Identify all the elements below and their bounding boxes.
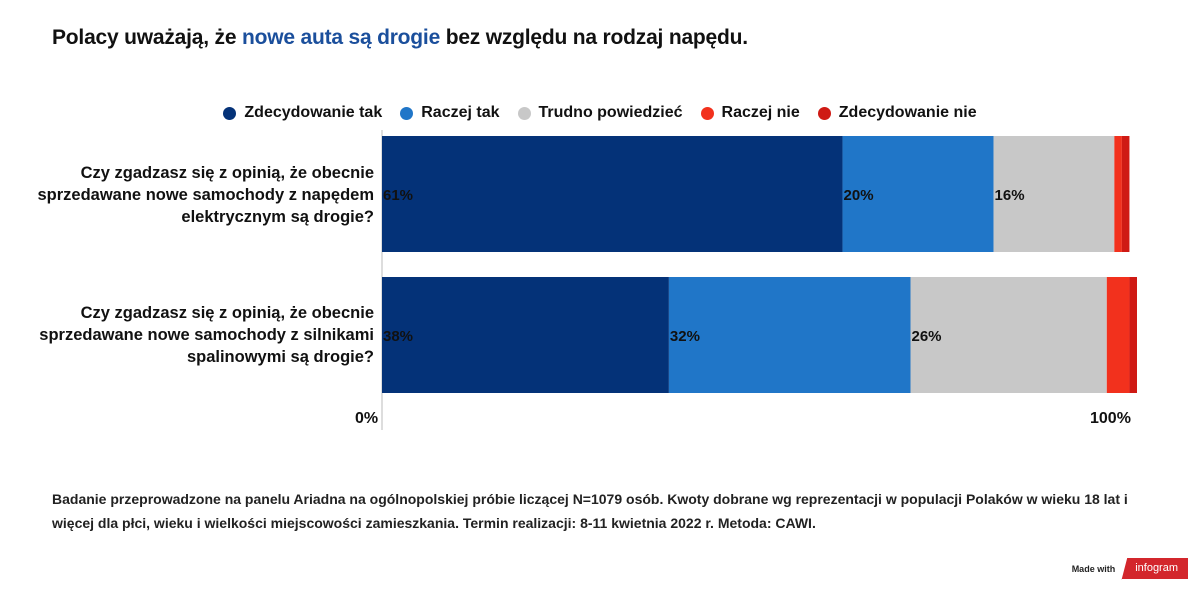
bar-segment[interactable] <box>1129 277 1137 393</box>
legend-dot <box>517 106 531 120</box>
bar-segment[interactable] <box>910 277 1107 393</box>
bar-segment[interactable] <box>993 136 1115 252</box>
bar-segment[interactable] <box>668 277 911 393</box>
legend-item: Raczej tak <box>400 104 500 122</box>
infogram-logo: infogram <box>1121 558 1188 582</box>
chart-legend: Zdecydowanie tak Raczej tak Trudno powie… <box>0 104 1200 122</box>
data-label: 20% <box>844 187 874 204</box>
title-highlight: nowe auta są drogie <box>241 26 441 49</box>
data-label: 38% <box>383 328 413 345</box>
bar-segment[interactable] <box>382 136 843 252</box>
legend-item: Zdecydowanie nie <box>817 104 977 122</box>
bar-segment[interactable] <box>382 277 669 393</box>
legend-label: Raczej tak <box>421 104 500 121</box>
bar-segment[interactable] <box>842 136 994 252</box>
data-label: 26% <box>912 328 942 345</box>
data-label: 32% <box>670 328 700 345</box>
legend-item: Trudno powiedzieć <box>517 104 683 122</box>
x-tick-0: 0% <box>355 410 379 427</box>
question-label-electric: Czy zgadzasz się z opinią, że obecnie sp… <box>37 164 374 226</box>
chart-title: Polacy uważają, że nowe auta są drogie b… <box>52 26 748 50</box>
legend-label: Raczej nie <box>721 104 800 121</box>
legend-dot <box>223 106 237 120</box>
title-suffix: bez względu na rodzaj napędu. <box>440 26 748 49</box>
bar-segment[interactable] <box>1121 136 1130 252</box>
methodology-footnote: Badanie przeprowadzone na panelu Ariadna… <box>52 491 1128 531</box>
legend-dot <box>400 106 414 120</box>
legend-label: Trudno powiedzieć <box>538 104 683 121</box>
legend-label: Zdecydowanie tak <box>244 104 383 121</box>
title-prefix: Polacy uważają, że <box>52 26 242 49</box>
made-with-label: Made with <box>1071 563 1116 574</box>
legend-dot <box>817 106 831 120</box>
legend-item: Raczej nie <box>700 104 800 122</box>
infogram-badge[interactable]: Made with infogram <box>1071 558 1188 582</box>
x-tick-100: 100% <box>1090 410 1131 427</box>
data-label: 16% <box>995 187 1025 204</box>
legend-label: Zdecydowanie nie <box>838 104 977 121</box>
bar-segment[interactable] <box>1114 136 1122 252</box>
legend-item: Zdecydowanie tak <box>223 104 382 122</box>
bar-segment[interactable] <box>1106 277 1130 393</box>
question-label-combustion: Czy zgadzasz się z opinią, że obecnie sp… <box>39 304 374 366</box>
legend-dot <box>700 106 714 120</box>
data-label: 61% <box>383 187 413 204</box>
